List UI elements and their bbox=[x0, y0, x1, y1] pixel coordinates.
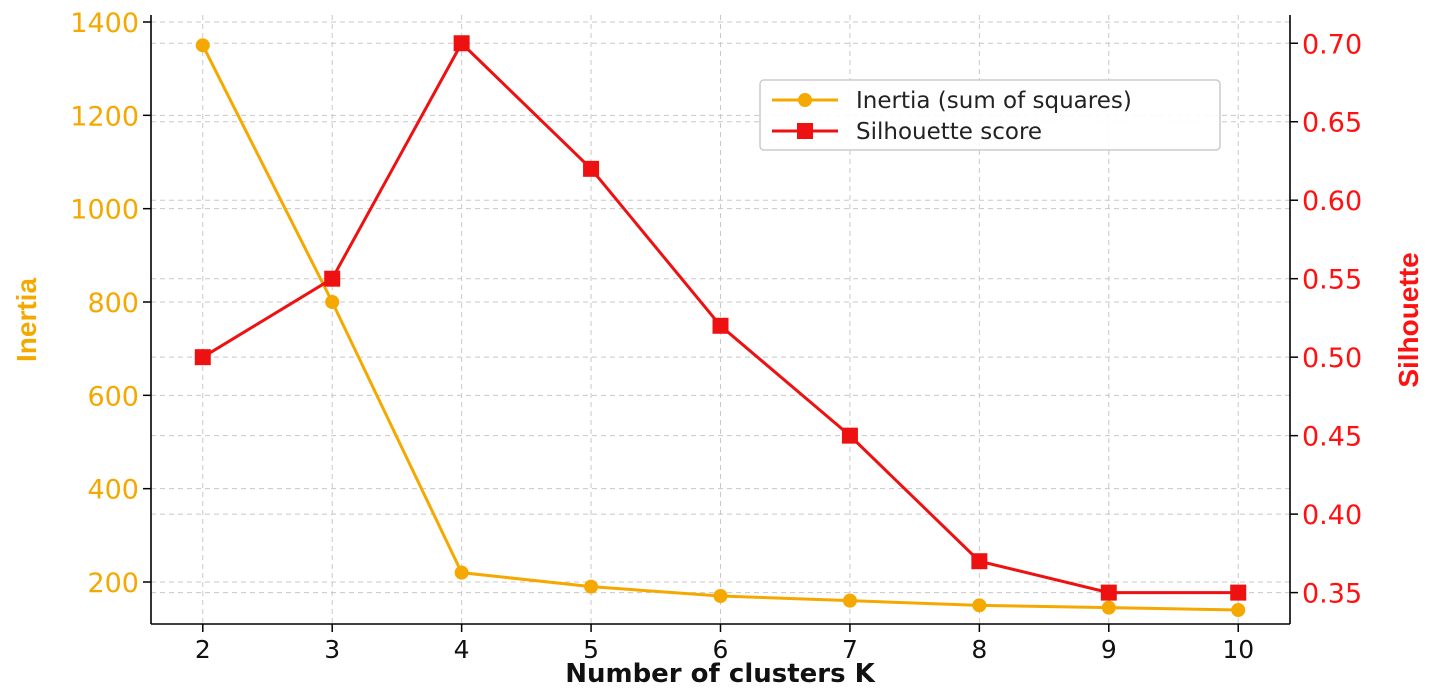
silhouette-point bbox=[712, 317, 729, 334]
left-tick-label: 200 bbox=[87, 568, 139, 599]
silhouette-point bbox=[583, 160, 600, 177]
left-axis-label: Inertia bbox=[11, 278, 42, 362]
x-axis-label: Number of clusters K bbox=[565, 659, 875, 689]
right-tick-label: 0.40 bbox=[1302, 500, 1362, 531]
right-tick-label: 0.65 bbox=[1302, 108, 1362, 139]
left-tick-label: 600 bbox=[87, 381, 139, 412]
x-tick-label: 8 bbox=[971, 635, 987, 664]
inertia-point bbox=[1101, 600, 1116, 615]
inertia-point bbox=[454, 565, 469, 580]
x-tick-label: 4 bbox=[454, 635, 470, 664]
left-tick-label: 1000 bbox=[70, 195, 139, 226]
x-tick-label: 7 bbox=[842, 635, 858, 664]
inertia-point bbox=[713, 589, 728, 603]
silhouette-point bbox=[324, 270, 341, 287]
silhouette-point bbox=[194, 349, 211, 366]
left-tick-label: 1400 bbox=[70, 8, 139, 39]
x-tick-label: 9 bbox=[1101, 635, 1117, 664]
silhouette-point bbox=[1100, 584, 1117, 601]
right-axis-label: Silhouette bbox=[1393, 252, 1424, 387]
axes-layer: 2 3 4 5 6 7 8 9 10 200 400 600 800 1000 1200 1400 0.35 0.… bbox=[70, 8, 1362, 664]
inertia-point bbox=[325, 295, 340, 309]
legend: Inertia (sum of squares) Silhouette score bbox=[759, 79, 1221, 151]
legend-marker bbox=[798, 93, 812, 107]
left-tick-label: 800 bbox=[87, 288, 139, 319]
right-tick-label: 0.70 bbox=[1302, 29, 1362, 60]
series-layer bbox=[194, 35, 1247, 617]
silhouette-point bbox=[1230, 584, 1247, 601]
inertia-point bbox=[842, 593, 857, 608]
right-tick-label: 0.55 bbox=[1302, 265, 1362, 296]
right-tick-label: 0.50 bbox=[1302, 343, 1362, 374]
inertia-point bbox=[195, 38, 210, 53]
silhouette-point bbox=[971, 553, 988, 570]
inertia-point bbox=[584, 579, 599, 594]
left-tick-label: 400 bbox=[87, 475, 139, 506]
x-tick-label: 2 bbox=[195, 635, 211, 664]
legend-entry: Silhouette score bbox=[856, 119, 1042, 145]
right-tick-label: 0.60 bbox=[1302, 186, 1362, 217]
right-tick-label: 0.35 bbox=[1302, 579, 1362, 610]
legend-box bbox=[759, 79, 1221, 151]
x-tick-label: 3 bbox=[324, 635, 340, 664]
x-tick-label: 10 bbox=[1222, 635, 1254, 664]
legend-marker bbox=[797, 123, 813, 139]
inertia-point bbox=[972, 598, 987, 613]
x-tick-label: 6 bbox=[713, 635, 729, 664]
x-tick-label: 5 bbox=[583, 635, 599, 664]
right-tick-label: 0.45 bbox=[1302, 422, 1362, 453]
silhouette-point bbox=[453, 35, 470, 52]
silhouette-point bbox=[841, 427, 858, 444]
left-tick-label: 1200 bbox=[70, 101, 139, 132]
legend-entry: Inertia (sum of squares) bbox=[856, 88, 1132, 114]
inertia-point bbox=[1231, 603, 1246, 617]
